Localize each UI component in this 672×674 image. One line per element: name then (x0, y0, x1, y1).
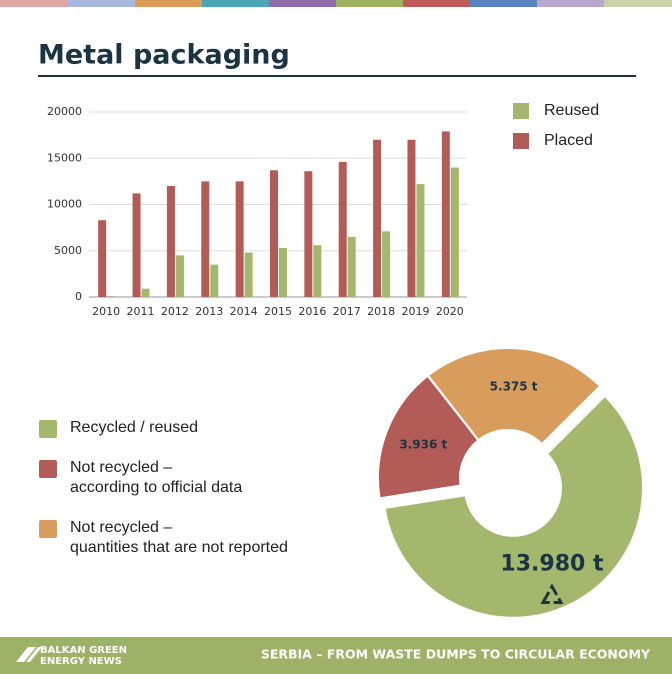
x-tick-label: 2019 (401, 305, 429, 318)
bar (304, 171, 313, 297)
bar (235, 181, 244, 297)
x-tick-label: 2017 (333, 305, 361, 318)
x-tick-label: 2015 (264, 305, 292, 318)
bar (373, 139, 382, 297)
bar (407, 139, 416, 297)
bar (416, 184, 425, 297)
bar (347, 236, 356, 297)
logo-mark (16, 647, 42, 662)
pie-slice (426, 347, 602, 446)
pie-slice (377, 374, 480, 500)
bar (107, 296, 116, 297)
recycle-icon (540, 583, 564, 604)
bar (201, 181, 210, 297)
legend-label: Reused (544, 102, 599, 119)
legend-swatch (513, 133, 529, 149)
bar (132, 193, 141, 297)
x-tick-label: 2018 (367, 305, 395, 318)
legend-swatch (39, 420, 57, 438)
x-tick-label: 2012 (161, 305, 189, 318)
slice-label: 3.936 t (399, 437, 447, 451)
slice-label: 5.375 t (490, 380, 538, 394)
bar (313, 245, 322, 297)
x-tick-label: 2010 (92, 305, 120, 318)
bar (98, 220, 107, 297)
legend-swatch (39, 520, 57, 538)
footer-text: SERBIA – FROM WASTE DUMPS TO CIRCULAR EC… (261, 647, 651, 662)
bar (270, 170, 278, 297)
y-tick-label: 0 (75, 290, 82, 303)
bar (279, 247, 287, 297)
y-tick-label: 10000 (47, 198, 82, 211)
bar (141, 288, 150, 297)
legend-swatch (39, 460, 57, 478)
x-tick-label: 2016 (298, 305, 326, 318)
title: Metal packaging (38, 40, 290, 71)
footer-bar (0, 637, 672, 674)
slice-label: 13.980 t (500, 551, 604, 576)
legend-label: Not recycled – quantities that are not r… (70, 519, 288, 556)
y-tick-label: 20000 (47, 105, 82, 118)
bar (441, 131, 450, 297)
legend-label: Not recycled – according to official dat… (70, 459, 243, 496)
bar (175, 255, 184, 297)
bar (382, 231, 391, 297)
y-tick-label: 5000 (54, 244, 82, 257)
x-tick-label: 2014 (230, 305, 258, 318)
bar (338, 161, 347, 297)
bar (244, 252, 253, 297)
legend-swatch (513, 103, 529, 119)
legend-label: Placed (544, 132, 593, 149)
y-tick-label: 15000 (47, 151, 82, 164)
x-tick-label: 2020 (436, 305, 464, 318)
top-strip (0, 0, 672, 7)
logo-text: ENERGY NEWS (40, 656, 122, 667)
bar (166, 186, 175, 297)
x-tick-label: 2011 (127, 305, 155, 318)
pie-slice (383, 394, 644, 619)
bar (210, 264, 219, 297)
x-tick-label: 2013 (195, 305, 223, 318)
legend-label: Recycled / reused (70, 419, 199, 436)
bar (450, 167, 459, 297)
logo-text: BALKAN GREEN (40, 645, 127, 656)
